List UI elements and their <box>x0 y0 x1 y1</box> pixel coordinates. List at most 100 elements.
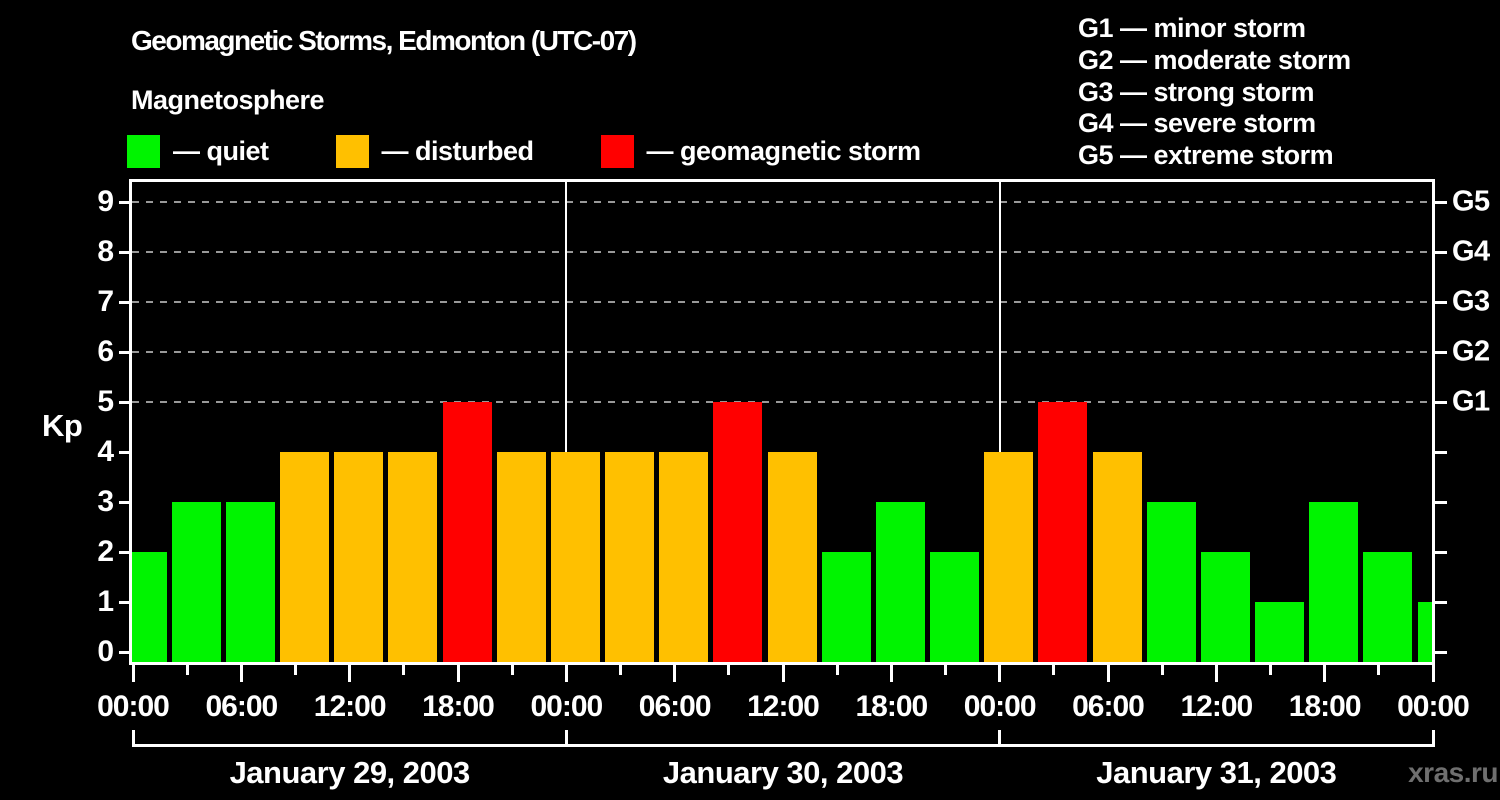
kp-gridline <box>132 401 1432 403</box>
x-tick <box>1052 665 1056 675</box>
x-tick <box>835 665 839 675</box>
y-tick-label: 3 <box>97 485 114 518</box>
x-tick <box>944 665 947 675</box>
legend-item-quiet: — quiet <box>127 134 269 168</box>
x-tick <box>294 665 297 675</box>
y-tick-right <box>1435 601 1447 604</box>
x-tick <box>1323 665 1327 682</box>
x-tick <box>1214 665 1218 682</box>
kp-bar <box>1363 552 1413 662</box>
storm-scale-item: G1 — minor storm <box>1078 13 1306 43</box>
x-tick <box>510 665 514 675</box>
kp-bar <box>280 452 329 662</box>
legend-item-label: — quiet <box>173 135 269 166</box>
date-bracket-tick <box>998 730 1002 747</box>
kp-bar <box>1417 602 1432 662</box>
legend-item-label: — geomagnetic storm <box>646 135 922 166</box>
y-tick-label: 4 <box>97 435 114 468</box>
date-label: January 30, 2003 <box>662 755 904 790</box>
x-tick-label: 12:00 <box>747 690 820 723</box>
plot-area <box>129 179 1435 665</box>
x-tick-label: 06:00 <box>205 690 278 723</box>
x-tick <box>889 665 893 682</box>
kp-bar <box>605 452 654 662</box>
kp-gridline <box>132 201 1432 203</box>
chart-subtitle: Magnetosphere <box>131 85 325 115</box>
y-tick-right <box>1435 351 1447 354</box>
y-tick-label: 6 <box>97 335 114 368</box>
y-tick-right <box>1435 551 1447 554</box>
y-tick-right <box>1435 651 1447 654</box>
x-tick <box>673 665 677 682</box>
kp-bar <box>1092 452 1142 662</box>
x-tick-label: 12:00 <box>313 690 387 723</box>
kp-bar <box>1255 602 1304 662</box>
y-tick-label: 9 <box>97 185 114 218</box>
y-tick-left <box>119 601 129 604</box>
kp-bar <box>388 452 438 662</box>
y-tick-left <box>119 651 129 654</box>
date-bracket-tick <box>131 730 135 747</box>
g-level-label: G2 <box>1452 335 1490 368</box>
y-tick-label: 1 <box>97 585 114 618</box>
x-tick <box>1431 665 1435 682</box>
kp-bar <box>821 552 871 662</box>
kp-gridline <box>132 351 1432 353</box>
x-tick-label: 18:00 <box>1288 690 1362 723</box>
g-level-label: G1 <box>1452 385 1490 418</box>
storm-scale-item: G3 — strong storm <box>1078 76 1315 107</box>
kp-gridline <box>132 301 1432 303</box>
y-tick-left <box>119 501 129 504</box>
x-tick <box>1106 665 1110 682</box>
storm-scale-item: G4 — severe storm <box>1078 108 1316 139</box>
kp-axis-label: Kp <box>42 408 83 443</box>
x-tick <box>1160 665 1164 675</box>
y-tick-left <box>119 301 129 304</box>
x-tick <box>1377 665 1381 675</box>
x-tick-label: 06:00 <box>638 690 712 723</box>
y-tick-label: 0 <box>97 635 114 668</box>
date-bracket-tick <box>1431 730 1435 747</box>
x-tick <box>998 665 1002 682</box>
x-tick-label: 00:00 <box>530 690 603 723</box>
y-tick-left <box>119 551 129 554</box>
legend-item-disturbed: — disturbed <box>335 134 534 168</box>
kp-gridline <box>132 251 1432 253</box>
legend-item-storm: — geomagnetic storm <box>600 134 922 168</box>
y-tick-right <box>1435 201 1447 204</box>
x-tick <box>131 665 135 682</box>
x-tick-label: 00:00 <box>97 690 170 723</box>
y-tick-label: 2 <box>97 535 114 568</box>
g-level-label: G4 <box>1452 235 1490 268</box>
y-tick-label: 7 <box>97 285 114 318</box>
kp-bar <box>659 452 709 662</box>
y-tick-right <box>1435 501 1447 504</box>
watermark-xras: xras.ru <box>1408 757 1498 788</box>
kp-bar <box>496 452 546 662</box>
magnetosphere-legend: — quiet — disturbed — geomagnetic storm <box>127 134 921 168</box>
x-tick-label: 18:00 <box>855 690 928 723</box>
quiet-swatch-icon <box>127 134 160 168</box>
x-tick-label: 12:00 <box>1180 690 1253 723</box>
storm-scale-legend: G1 — minor storm G2 — moderate storm G3 — … <box>1078 13 1351 172</box>
x-tick <box>402 665 406 675</box>
kp-bar <box>171 502 221 662</box>
x-tick <box>1269 665 1272 675</box>
day-boundary-line <box>565 182 568 662</box>
y-tick-left <box>119 451 129 454</box>
kp-bar <box>875 502 925 662</box>
y-tick-right <box>1435 401 1447 404</box>
y-tick-left <box>119 401 129 404</box>
kp-bar <box>767 452 817 662</box>
kp-bar <box>1200 552 1250 662</box>
x-tick <box>185 665 189 675</box>
x-tick-label: 00:00 <box>963 690 1037 723</box>
chart-title: Geomagnetic Storms, Edmonton (UTC-07) <box>131 25 637 56</box>
storm-swatch-icon <box>600 134 634 168</box>
x-tick-label: 06:00 <box>1072 690 1145 723</box>
kp-bar <box>334 452 384 662</box>
g-level-label: G5 <box>1452 185 1490 218</box>
disturbed-swatch-icon <box>335 134 369 168</box>
x-tick <box>348 665 352 682</box>
